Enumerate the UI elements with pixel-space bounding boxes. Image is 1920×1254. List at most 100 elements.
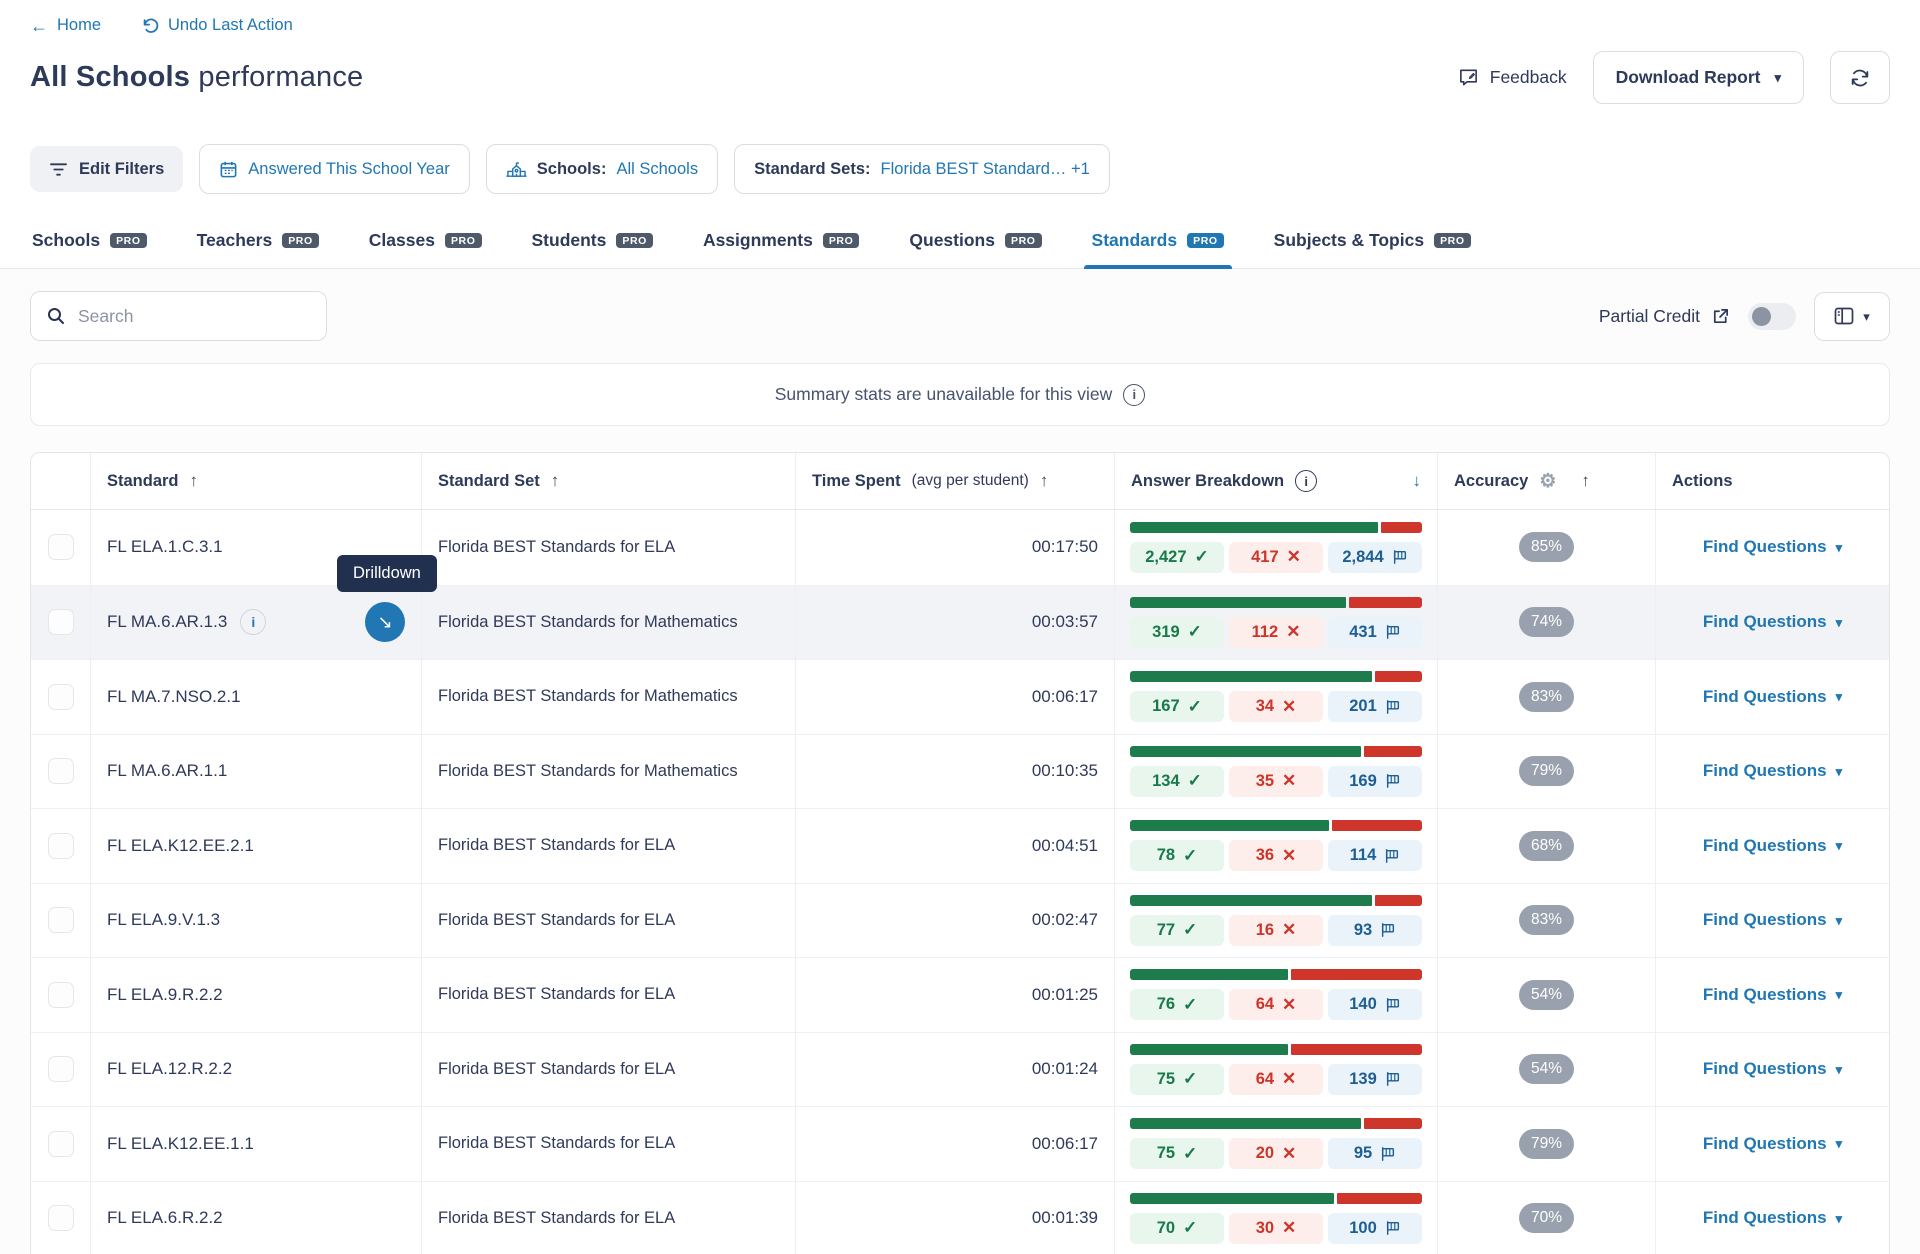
row-checkbox[interactable] (48, 684, 74, 710)
standard-set-cell: Florida BEST Standards for ELA (421, 884, 795, 958)
row-checkbox[interactable] (48, 1056, 74, 1082)
filter-chip-schools[interactable]: Schools: All Schools (486, 144, 718, 194)
accuracy-cell: 83% (1437, 884, 1655, 958)
accuracy-cell: 79% (1437, 735, 1655, 809)
row-checkbox-cell (31, 1182, 90, 1254)
actions-cell: Find Questions ▾ (1655, 510, 1889, 585)
undo-last-action-link[interactable]: Undo Last Action (141, 16, 293, 35)
column-settings-button[interactable]: ▾ (1814, 292, 1890, 341)
tab-assignments[interactable]: AssignmentsPRO (701, 216, 861, 268)
find-questions-label: Find Questions (1703, 1134, 1827, 1154)
find-questions-caret-icon: ▾ (1836, 1063, 1843, 1076)
tab-label: Teachers (197, 230, 273, 251)
time-spent-cell: 00:03:57 (795, 586, 1114, 660)
row-checkbox[interactable] (48, 534, 74, 560)
find-questions-button[interactable]: Find Questions ▾ (1703, 612, 1842, 632)
find-questions-button[interactable]: Find Questions ▾ (1703, 1134, 1842, 1154)
time-spent-value: 00:06:17 (1032, 687, 1098, 707)
correct-badge: 75 ✓ (1130, 1138, 1224, 1169)
actions-cell: Find Questions ▾ (1655, 586, 1889, 660)
pro-badge: PRO (1187, 233, 1224, 249)
row-checkbox[interactable] (48, 907, 74, 933)
find-questions-button[interactable]: Find Questions ▾ (1703, 687, 1842, 707)
answer-breakdown-sort-desc-icon[interactable]: ↓ (1413, 471, 1422, 491)
correct-bar-segment (1130, 522, 1378, 533)
accuracy-cell: 85% (1437, 510, 1655, 585)
header-standard-set-label: Standard Set (438, 472, 540, 491)
partial-credit-toggle[interactable] (1748, 303, 1796, 330)
incorrect-bar-segment (1381, 522, 1422, 533)
find-questions-button[interactable]: Find Questions ▾ (1703, 761, 1842, 781)
filter-chip-answered[interactable]: Answered This School Year (199, 144, 470, 194)
accuracy-sort-asc-icon[interactable]: ↑ (1581, 471, 1590, 491)
cross-icon: ✕ (1282, 1144, 1296, 1164)
total-badge: 114 (1328, 840, 1422, 871)
answer-breakdown-badges: 2,427 ✓ 417 ✕ 2,844 (1130, 542, 1422, 573)
standard-sort-asc-icon[interactable]: ↑ (190, 471, 199, 491)
standard-set-sort-asc-icon[interactable]: ↑ (551, 471, 560, 491)
tab-teachers[interactable]: TeachersPRO (195, 216, 321, 268)
drilldown-arrow-icon: ↘ (377, 612, 392, 633)
tab-subjects-topics[interactable]: Subjects & TopicsPRO (1272, 216, 1473, 268)
edit-filters-button[interactable]: Edit Filters (30, 146, 183, 192)
table-row: FL MA.6.AR.1.3 i ↘ Drilldown Florida BES… (31, 585, 1889, 660)
find-questions-label: Find Questions (1703, 836, 1827, 856)
tab-schools[interactable]: SchoolsPRO (30, 216, 149, 268)
accuracy-settings-gear-icon[interactable]: ⚙ (1539, 470, 1556, 493)
drilldown-button[interactable]: ↘ (365, 602, 405, 642)
standard-name: FL MA.7.NSO.2.1 (107, 687, 241, 707)
answer-breakdown-bar (1130, 522, 1422, 533)
search-box[interactable] (30, 291, 327, 341)
find-questions-button[interactable]: Find Questions ▾ (1703, 910, 1842, 930)
flag-icon (1385, 699, 1401, 715)
check-icon: ✓ (1183, 1069, 1197, 1089)
find-questions-button[interactable]: Find Questions ▾ (1703, 836, 1842, 856)
check-icon: ✓ (1195, 547, 1209, 567)
row-checkbox[interactable] (48, 982, 74, 1008)
feedback-button[interactable]: Feedback (1458, 67, 1567, 88)
home-link[interactable]: ← Home (30, 16, 101, 35)
search-input[interactable] (78, 306, 311, 327)
tab-students[interactable]: StudentsPRO (530, 216, 655, 268)
filter-chip-standard-sets-prefix: Standard Sets: (754, 160, 870, 179)
incorrect-bar-segment (1364, 1118, 1422, 1129)
row-checkbox[interactable] (48, 1205, 74, 1231)
row-checkbox-cell (31, 510, 90, 585)
find-questions-button[interactable]: Find Questions ▾ (1703, 537, 1842, 557)
find-questions-button[interactable]: Find Questions ▾ (1703, 1208, 1842, 1228)
partial-credit-link[interactable]: Partial Credit (1599, 306, 1730, 327)
tab-questions[interactable]: QuestionsPRO (907, 216, 1043, 268)
find-questions-caret-icon: ▾ (1836, 1212, 1843, 1225)
header-standard-label: Standard (107, 472, 179, 491)
search-icon (46, 306, 66, 326)
actions-cell: Find Questions ▾ (1655, 884, 1889, 958)
report-tabs: SchoolsPROTeachersPROClassesPROStudentsP… (0, 216, 1920, 269)
table-row: FL ELA.12.R.2.2 Florida BEST Standards f… (31, 1032, 1889, 1107)
row-checkbox[interactable] (48, 609, 74, 635)
tab-classes[interactable]: ClassesPRO (367, 216, 484, 268)
incorrect-badge: 36 ✕ (1229, 840, 1323, 871)
standard-set-name: Florida BEST Standards for Mathematics (438, 687, 738, 706)
header-accuracy: Accuracy ⚙ ↑ (1437, 453, 1655, 509)
download-report-button[interactable]: Download Report ▾ (1593, 51, 1804, 104)
time-spent-value: 00:01:24 (1032, 1059, 1098, 1079)
correct-badge: 75 ✓ (1130, 1064, 1224, 1095)
answer-breakdown-info-icon[interactable]: i (1295, 470, 1317, 492)
find-questions-button[interactable]: Find Questions ▾ (1703, 985, 1842, 1005)
flag-icon (1385, 773, 1401, 789)
time-spent-sort-asc-icon[interactable]: ↑ (1040, 471, 1049, 491)
find-questions-button[interactable]: Find Questions ▾ (1703, 1059, 1842, 1079)
standard-info-icon[interactable]: i (240, 609, 266, 635)
filter-chip-standard-sets-value: Florida BEST Standard… +1 (881, 160, 1090, 179)
refresh-button[interactable] (1830, 51, 1890, 104)
row-checkbox[interactable] (48, 833, 74, 859)
row-checkbox[interactable] (48, 758, 74, 784)
pro-badge: PRO (616, 233, 653, 249)
filter-chip-standard-sets[interactable]: Standard Sets: Florida BEST Standard… +1 (734, 144, 1110, 194)
accuracy-pill: 54% (1519, 980, 1574, 1010)
tab-standards[interactable]: StandardsPRO (1090, 216, 1226, 268)
row-checkbox[interactable] (48, 1131, 74, 1157)
header-standard-set: Standard Set ↑ (421, 453, 795, 509)
summary-info-icon[interactable]: i (1123, 384, 1145, 406)
find-questions-caret-icon: ▾ (1836, 765, 1843, 778)
